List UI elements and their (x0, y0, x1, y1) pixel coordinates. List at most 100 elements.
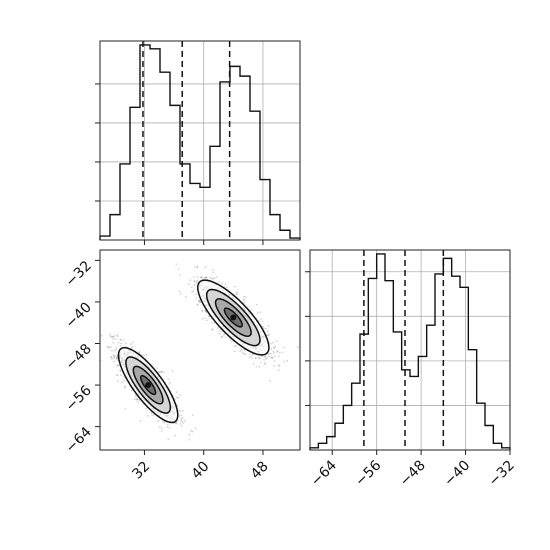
scatter-point (119, 370, 122, 373)
scatter-point (115, 338, 117, 340)
scatter-point (196, 280, 198, 283)
scatter-point (129, 343, 132, 345)
scatter-point (264, 363, 267, 366)
scatter-point (274, 345, 277, 348)
scatter-point (116, 356, 119, 358)
scatter-point (112, 336, 115, 338)
scatter-point (187, 283, 190, 286)
scatter-point (120, 374, 122, 376)
scatter-point (193, 266, 196, 269)
scatter-point (198, 301, 201, 304)
scatter-point (116, 374, 119, 377)
scatter-point (210, 277, 213, 280)
scatter-point (241, 352, 244, 354)
scatter-point (178, 415, 181, 417)
scatter-point (158, 425, 161, 428)
scatter-point (211, 328, 214, 331)
scatter-point (116, 365, 119, 367)
histogram-p0-steps (99, 44, 301, 240)
scatter-point (191, 414, 194, 416)
scatter-point (180, 414, 183, 417)
scatter-point (228, 337, 231, 340)
scatter-point (268, 333, 270, 335)
scatter-point (274, 355, 276, 358)
scatter-point (270, 348, 273, 351)
scatter-point (192, 290, 195, 293)
scatter-point (179, 293, 182, 295)
scatter-point (178, 290, 181, 293)
scatter-point (197, 279, 199, 282)
scatter-point (255, 357, 257, 359)
scatter-point (243, 299, 246, 301)
scatter-point (220, 336, 223, 339)
scatter-point (168, 381, 171, 384)
scatter-point (168, 426, 171, 429)
scatter-point (168, 383, 171, 385)
scatter-point (108, 347, 111, 349)
scatter-point (153, 414, 156, 416)
scatter-point (235, 293, 238, 295)
scatter-point (120, 342, 122, 345)
scatter-point (109, 332, 111, 335)
scatter-point (267, 325, 270, 328)
scatter-point (156, 367, 159, 369)
scatter-point (250, 309, 253, 311)
scatter-point (111, 349, 113, 352)
scatter-point (123, 385, 126, 388)
scatter-point (180, 410, 182, 412)
histogram-p0-ticks (95, 83, 264, 245)
scatter-point (113, 356, 116, 359)
scatter-point (122, 339, 125, 342)
scatter-point (121, 381, 123, 384)
scatter-point (116, 357, 118, 360)
scatter-point (120, 338, 123, 341)
scatter-point (184, 296, 187, 298)
histogram-p1-grid (310, 250, 511, 450)
scatter-point (135, 398, 137, 400)
scatter-point (175, 421, 177, 424)
scatter-point (276, 351, 279, 353)
scatter-point (273, 360, 276, 362)
scatter-point (116, 374, 119, 376)
scatter-point (171, 370, 174, 373)
scatter-point (175, 391, 178, 394)
scatter-point (115, 356, 118, 359)
scatter-point (203, 276, 206, 279)
scatter-point (116, 335, 119, 338)
scatter-point (264, 327, 267, 330)
scatter-point (272, 341, 274, 344)
scatter-point (240, 349, 243, 352)
scatter-point (166, 426, 169, 428)
histogram-p1-xtick-label: −32 (486, 458, 518, 490)
scatter-point (277, 355, 280, 357)
scatter-point (183, 419, 186, 422)
scatter-point (210, 321, 213, 324)
scatter-point (213, 322, 216, 324)
scatter-point (259, 361, 262, 364)
scatter-point (115, 348, 118, 351)
scatter-point (254, 357, 257, 360)
scatter-point (197, 303, 200, 306)
scatter-point (176, 404, 179, 406)
scatter-point (113, 360, 116, 363)
scatter-point (163, 371, 166, 374)
scatter-contour-line (139, 374, 157, 396)
scatter-point (218, 332, 221, 335)
scatter-point (249, 353, 252, 355)
scatter-point (230, 339, 233, 342)
scatter-contour-line (223, 307, 243, 328)
scatter-xtick-label: 48 (248, 459, 272, 483)
scatter-point (193, 283, 196, 286)
scatter-point (223, 333, 226, 335)
scatter-point (139, 353, 142, 355)
scatter-point (269, 342, 272, 345)
scatter-point (177, 397, 180, 399)
scatter-point (180, 417, 183, 420)
scatter-point (234, 350, 236, 353)
scatter-ytick-label: −40 (63, 299, 95, 331)
scatter-point (191, 430, 194, 433)
scatter-density-peak (230, 314, 237, 321)
histogram-p0-quantiles (142, 41, 231, 240)
scatter-point (87, 319, 89, 321)
